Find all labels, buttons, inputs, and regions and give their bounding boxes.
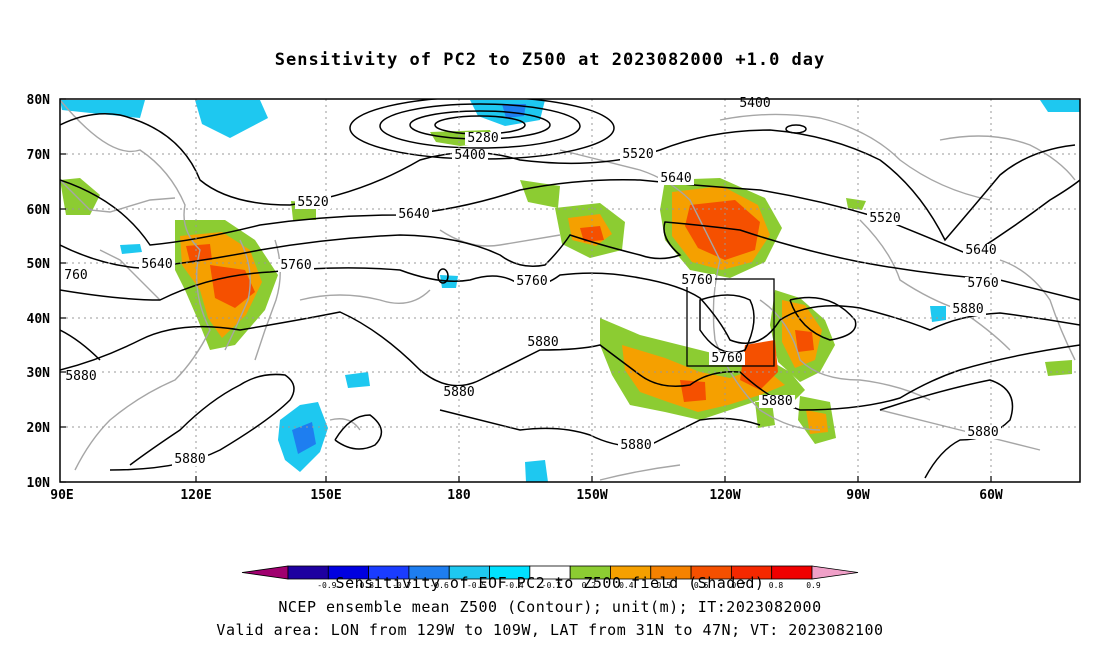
contour-label-bg [965,426,1001,439]
colorbar-tick-label: -0.7 [392,581,411,590]
contour-label: 5880 [967,425,998,440]
footer-line-3: Valid area: LON from 129W to 109W, LAT f… [216,621,884,639]
contour-label-bg [658,172,694,185]
footer-line-1: Sensitivity of EOF PC2 to Z500 field (Sh… [335,574,765,592]
contour-label: 5760 [516,274,547,289]
contour-label-bg [618,439,654,452]
contour-label: 5880 [761,394,792,409]
contour-label-bg [465,132,501,145]
contour-label: 5640 [141,257,172,272]
contour-label-bg [759,395,795,408]
shading-positive-high [186,200,814,402]
contour-label: 5640 [965,243,996,258]
contour-label: 5760 [967,276,998,291]
lat-label: 30N [27,366,51,381]
contour-label: 5640 [660,171,691,186]
lat-label: 40N [27,312,51,327]
contour-label-bg [950,303,986,316]
lon-label: 150E [310,488,341,503]
map-title: Sensitivity of PC2 to Z500 at 2023082000… [274,50,826,70]
lon-label: 120E [180,488,211,503]
contour-label: 5760 [711,351,742,366]
colorbar: -0.9 -0.8 -0.7 -0.6 -0.5 -0.4 -0.2 0.2 0.4 0.5 0.6… [241,565,859,590]
contour-label-bg [295,196,331,209]
lat-label: 20N [27,421,51,436]
contour-label: 5400 [454,148,485,163]
lat-label: 60N [27,203,51,218]
plot-frame [59,98,1081,483]
colorbar-tick-label: -0.2 [542,581,561,590]
colorbar-tick-label: -0.8 [355,581,374,590]
contour-label-bg [63,370,99,383]
contour-label-bg [172,453,208,466]
contour-label-bg [620,148,656,161]
contour-label-bg [396,208,432,221]
lon-label: 120W [709,488,740,503]
contour-label: 5880 [620,438,651,453]
contour-label-bg [62,269,90,282]
contour-label-bg [525,336,561,349]
valid-area-box [686,278,775,367]
contour-label: 5880 [527,335,558,350]
contour-label: 5280 [467,131,498,146]
contour-label: 5880 [65,369,96,384]
contour-label: 5880 [174,452,205,467]
coastlines [60,99,1076,481]
lat-label: 70N [27,148,51,163]
contour-label-bg [737,97,773,110]
contour-label-bg [965,277,1001,290]
contour-label: 5880 [952,302,983,317]
colorbar-tick-label: 0.8 [769,581,784,590]
contour-label: 5760 [280,258,311,273]
lat-label: 80N [27,93,51,108]
contour-label-bg [963,244,999,257]
contour-label: 5520 [869,211,900,226]
contour-label: 760 [64,268,87,283]
colorbar-tick-label: 0.9 [806,581,821,590]
colorbar-tick-label: 0.7 [731,581,746,590]
colorbar-tick-label: -0.9 [317,581,336,590]
lat-label: 10N [27,476,51,491]
lat-label: 50N [27,257,51,272]
contour-label-bg [709,352,745,365]
lon-label: 90W [846,488,870,503]
colorbar-tick-label: -0.5 [467,581,486,590]
lat-lon-grid [60,99,1080,482]
contour-label-bg [278,259,314,272]
contour-label: 5520 [622,147,653,162]
colorbar-tick-label: 0.6 [694,581,709,590]
lon-label: 180 [447,488,471,503]
colorbar-tick-label: 0.2 [582,581,597,590]
contour-label: 5880 [443,385,474,400]
colorbar-tick-label: 0.5 [656,581,671,590]
contour-label-bg [139,258,175,271]
lon-label: 150W [576,488,607,503]
contour-label-bg [514,275,550,288]
contour-label-bg [441,386,477,399]
contour-label-bg [452,149,488,162]
lon-label: 90E [50,488,73,503]
contour-label: 5760 [681,273,712,288]
colorbar-tick-label: -0.6 [430,581,449,590]
colorbar-tick-label: -0.4 [504,581,523,590]
footer-line-2: NCEP ensemble mean Z500 (Contour); unit(… [278,598,822,616]
colorbar-tick-label: 0.4 [619,581,634,590]
geopotential-contours [60,99,1080,479]
lon-label: 60W [979,488,1003,503]
contour-label: 5520 [297,195,328,210]
contour-label-bg [867,212,903,225]
colorbar-segment [811,565,859,580]
contour-label-bg [679,274,715,287]
contour-label: 5640 [398,207,429,222]
